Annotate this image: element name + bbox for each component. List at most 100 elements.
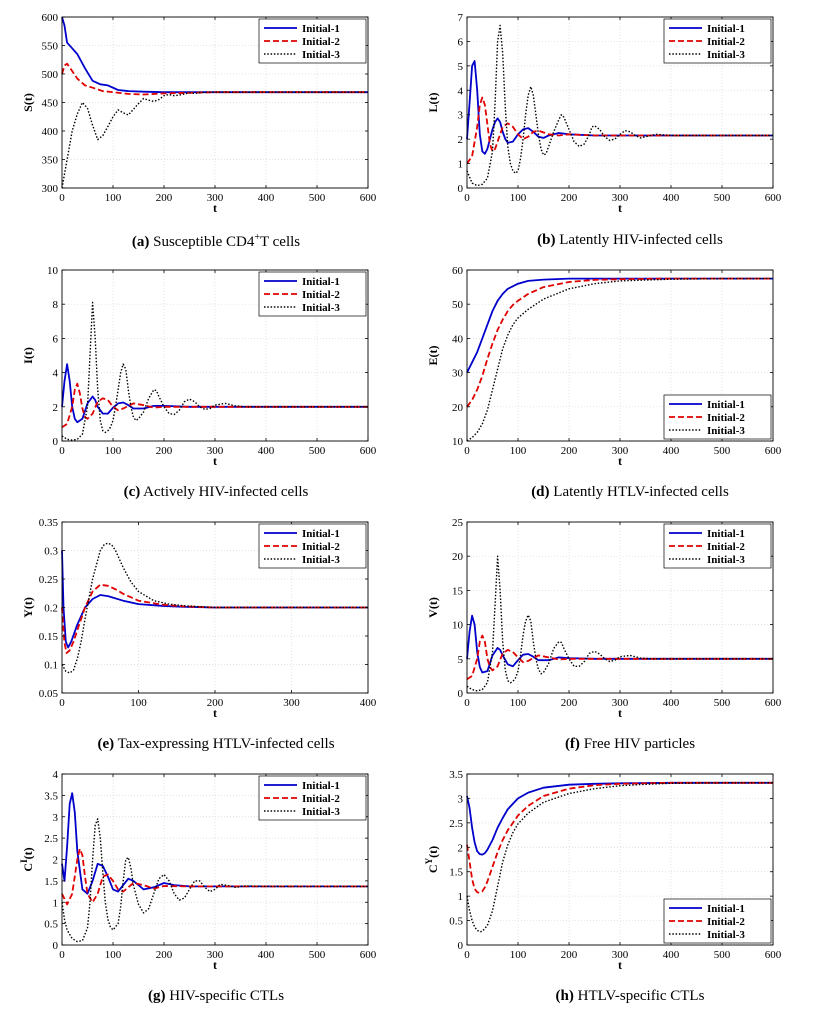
y-tick-label: 0.3 [44, 546, 58, 558]
y-tick-label: 10 [452, 620, 464, 632]
y-axis-label: V(t) [426, 597, 440, 618]
x-tick-label: 200 [207, 697, 224, 709]
legend-entry: Initial-1 [707, 528, 745, 540]
series-line-initial-3 [466, 277, 773, 442]
y-tick-label: 1 [53, 897, 59, 909]
y-tick-label: 3 [458, 793, 464, 805]
x-tick-label: 400 [258, 445, 275, 457]
y-tick-label: 7 [458, 12, 464, 24]
x-tick-label: 400 [360, 697, 377, 709]
caption-text: Tax-expressing HTLV-infected cells [117, 736, 335, 752]
y-tick-label: 0.1 [44, 660, 58, 672]
x-axis-label: t [213, 201, 217, 215]
caption-tail: T cells [260, 234, 301, 250]
x-tick-label: 100 [510, 697, 527, 709]
y-tick-label: 0 [53, 940, 59, 952]
x-axis-label: t [618, 201, 622, 215]
caption-letter: (c) [123, 484, 141, 500]
legend-entry: Initial-2 [302, 541, 340, 553]
y-tick-label: 6 [458, 36, 464, 48]
x-axis-label: t [618, 958, 622, 972]
y-tick-label: 30 [452, 368, 464, 380]
series-line-initial-2 [61, 583, 368, 654]
series-line-initial-1 [466, 614, 773, 674]
chart-f: 0 100 200 300 400 500 600 0 5 10 15 20 25 t V(t) Initia… [426, 517, 782, 720]
caption-letter: (a) [131, 234, 150, 250]
legend-entry: Initial-1 [302, 276, 340, 288]
y-tick-label: 0 [458, 940, 464, 952]
x-tick-label: 300 [207, 445, 224, 457]
caption-f: (f) Free HIV particles [440, 736, 820, 753]
x-tick-label: 0 [464, 697, 470, 709]
legend-entry: Initial-2 [707, 541, 745, 553]
y-tick-label: 3 [53, 812, 59, 824]
y-tick-label: 1 [458, 891, 464, 903]
chart-b: 0 100 200 300 400 500 600 0 1 2 3 4 5 6 7 t L(t) Initial-… [426, 12, 782, 215]
caption-a: (a) Susceptible CD4+T cells [26, 232, 406, 251]
y-tick-label: 0 [458, 183, 464, 195]
y-axis-label: CY(t) [424, 846, 440, 873]
chart-h: 0 100 200 300 400 500 600 0 0.5 1 1.5 2 2.5 3 3.5 t CY(t… [424, 769, 782, 972]
y-tick-label: 0.35 [39, 517, 59, 529]
caption-d: (d) Latently HTLV-infected cells [440, 484, 820, 501]
chart-g: 0 100 200 300 400 500 600 0 0.5 1 1.5 2 2.5 3 3.5 4 t CI(… [19, 769, 377, 972]
legend-entry: Initial-2 [302, 289, 340, 301]
x-tick-label: 600 [360, 192, 377, 204]
legend-entry: Initial-1 [707, 399, 745, 411]
caption-letter: (h) [555, 988, 574, 1004]
y-tick-label: 3 [458, 110, 464, 122]
legend-entry: Initial-1 [302, 780, 340, 792]
caption-b: (b) Latently HIV-infected cells [440, 232, 820, 249]
x-tick-label: 0 [59, 949, 65, 961]
x-tick-label: 500 [714, 949, 731, 961]
x-tick-label: 300 [612, 192, 629, 204]
y-tick-label: 50 [452, 299, 464, 311]
y-axis-label: Y(t) [21, 597, 35, 618]
y-tick-label: 0.5 [44, 919, 58, 931]
series-line-initial-3 [466, 555, 773, 692]
x-tick-label: 200 [156, 949, 173, 961]
y-tick-label: 2 [53, 855, 59, 867]
x-tick-label: 400 [663, 192, 680, 204]
y-tick-label: 40 [452, 333, 464, 345]
series-line-initial-2 [466, 634, 773, 681]
x-tick-label: 200 [561, 697, 578, 709]
y-tick-label: 550 [42, 41, 59, 53]
x-tick-label: 500 [714, 445, 731, 457]
y-tick-label: 8 [53, 299, 59, 311]
x-tick-label: 300 [207, 949, 224, 961]
y-tick-label: 0.5 [449, 916, 463, 928]
x-tick-label: 500 [714, 192, 731, 204]
caption-text: Susceptible CD4 [153, 234, 255, 250]
chart-e: 0 100 200 300 400 0.05 0.1 0.15 0.2 0.25 0.3 0.35 t Y… [21, 517, 377, 720]
caption-text: HTLV-specific CTLs [577, 988, 705, 1004]
y-tick-label: 20 [452, 402, 464, 414]
x-tick-label: 600 [360, 445, 377, 457]
chart-c: 0 100 200 300 400 500 600 0 2 4 6 8 10 t I(t) Initial-1… [21, 265, 377, 468]
legend-entry: Initial-3 [707, 425, 745, 437]
legend-entry: Initial-1 [302, 23, 340, 35]
legend-entry: Initial-2 [707, 36, 745, 48]
x-tick-label: 400 [663, 445, 680, 457]
series-line-initial-1 [466, 277, 773, 373]
x-tick-label: 0 [59, 445, 65, 457]
y-tick-label: 1 [458, 159, 464, 171]
caption-text: Latently HTLV-infected cells [553, 484, 729, 500]
x-tick-label: 500 [309, 445, 326, 457]
y-axis-label: L(t) [426, 93, 440, 113]
x-tick-label: 300 [612, 697, 629, 709]
series-line-initial-2 [466, 781, 773, 894]
legend-entry: Initial-3 [302, 49, 340, 61]
x-tick-label: 200 [156, 192, 173, 204]
x-tick-label: 0 [59, 697, 65, 709]
legend-entry: Initial-3 [707, 49, 745, 61]
x-tick-label: 500 [309, 949, 326, 961]
x-tick-label: 400 [258, 949, 275, 961]
y-tick-label: 2.5 [449, 818, 463, 830]
chart-a: 0 100 200 300 400 500 600 300 350 400 450 500 550 600… [21, 12, 377, 215]
x-tick-label: 400 [663, 949, 680, 961]
x-tick-label: 100 [105, 949, 122, 961]
y-tick-label: 0.25 [39, 574, 59, 586]
